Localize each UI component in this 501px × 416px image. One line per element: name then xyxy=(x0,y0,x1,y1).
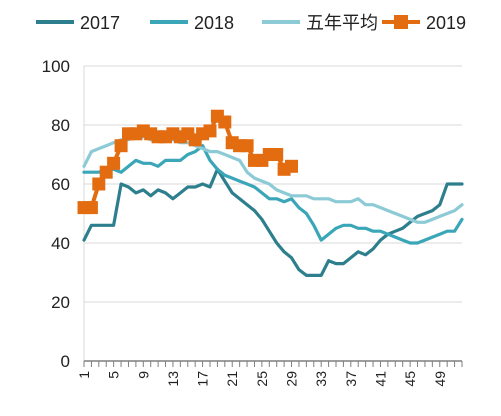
x-tick-label: 13 xyxy=(165,371,181,387)
series-point-3 xyxy=(270,148,284,161)
x-tick-label: 45 xyxy=(402,371,418,387)
x-tick-label: 9 xyxy=(135,371,151,379)
x-tick-label: 49 xyxy=(432,371,448,387)
y-tick-label: 20 xyxy=(51,293,70,312)
legend-marker-3 xyxy=(394,15,408,29)
x-tick-label: 37 xyxy=(343,371,359,387)
legend: 2017 2018 五年平均 2019 xyxy=(36,13,466,33)
x-tick-label: 25 xyxy=(254,371,270,387)
legend-label-3: 2019 xyxy=(426,13,466,33)
legend-label-2: 五年平均 xyxy=(306,13,378,33)
y-tick-label: 80 xyxy=(51,116,70,135)
series-line-1 xyxy=(82,144,464,245)
series-point-3 xyxy=(240,139,254,153)
y-tick-label: 100 xyxy=(42,57,70,76)
x-tick-label: 5 xyxy=(106,371,122,379)
x-tick-label: 21 xyxy=(224,371,240,387)
grid-lines xyxy=(84,65,462,303)
series-point-3 xyxy=(92,177,106,191)
legend-label-1: 2018 xyxy=(194,13,234,33)
legend-label-0: 2017 xyxy=(80,13,120,33)
y-tick-label: 60 xyxy=(51,175,70,194)
axes xyxy=(83,66,462,362)
series-group xyxy=(77,109,464,277)
series-point-3 xyxy=(203,124,217,138)
series-point-3 xyxy=(114,139,128,153)
x-tick-label: 33 xyxy=(313,371,329,387)
series-point-3 xyxy=(107,156,121,170)
series-point-3 xyxy=(285,159,298,173)
series-line-0 xyxy=(82,167,464,277)
series-point-3 xyxy=(84,201,98,215)
x-axis-ticks: 1 5 9 13 17 21 25 29 33 37 41 45 49 xyxy=(76,361,463,387)
series-point-3 xyxy=(218,115,232,129)
y-tick-label: 0 xyxy=(61,352,70,371)
x-tick-label: 29 xyxy=(284,371,300,387)
x-tick-label: 1 xyxy=(76,371,92,379)
y-axis-ticks: 0 20 40 60 80 100 xyxy=(42,57,70,371)
x-tick-label: 41 xyxy=(372,371,388,387)
y-tick-label: 40 xyxy=(51,234,70,253)
x-tick-label: 17 xyxy=(195,371,211,387)
